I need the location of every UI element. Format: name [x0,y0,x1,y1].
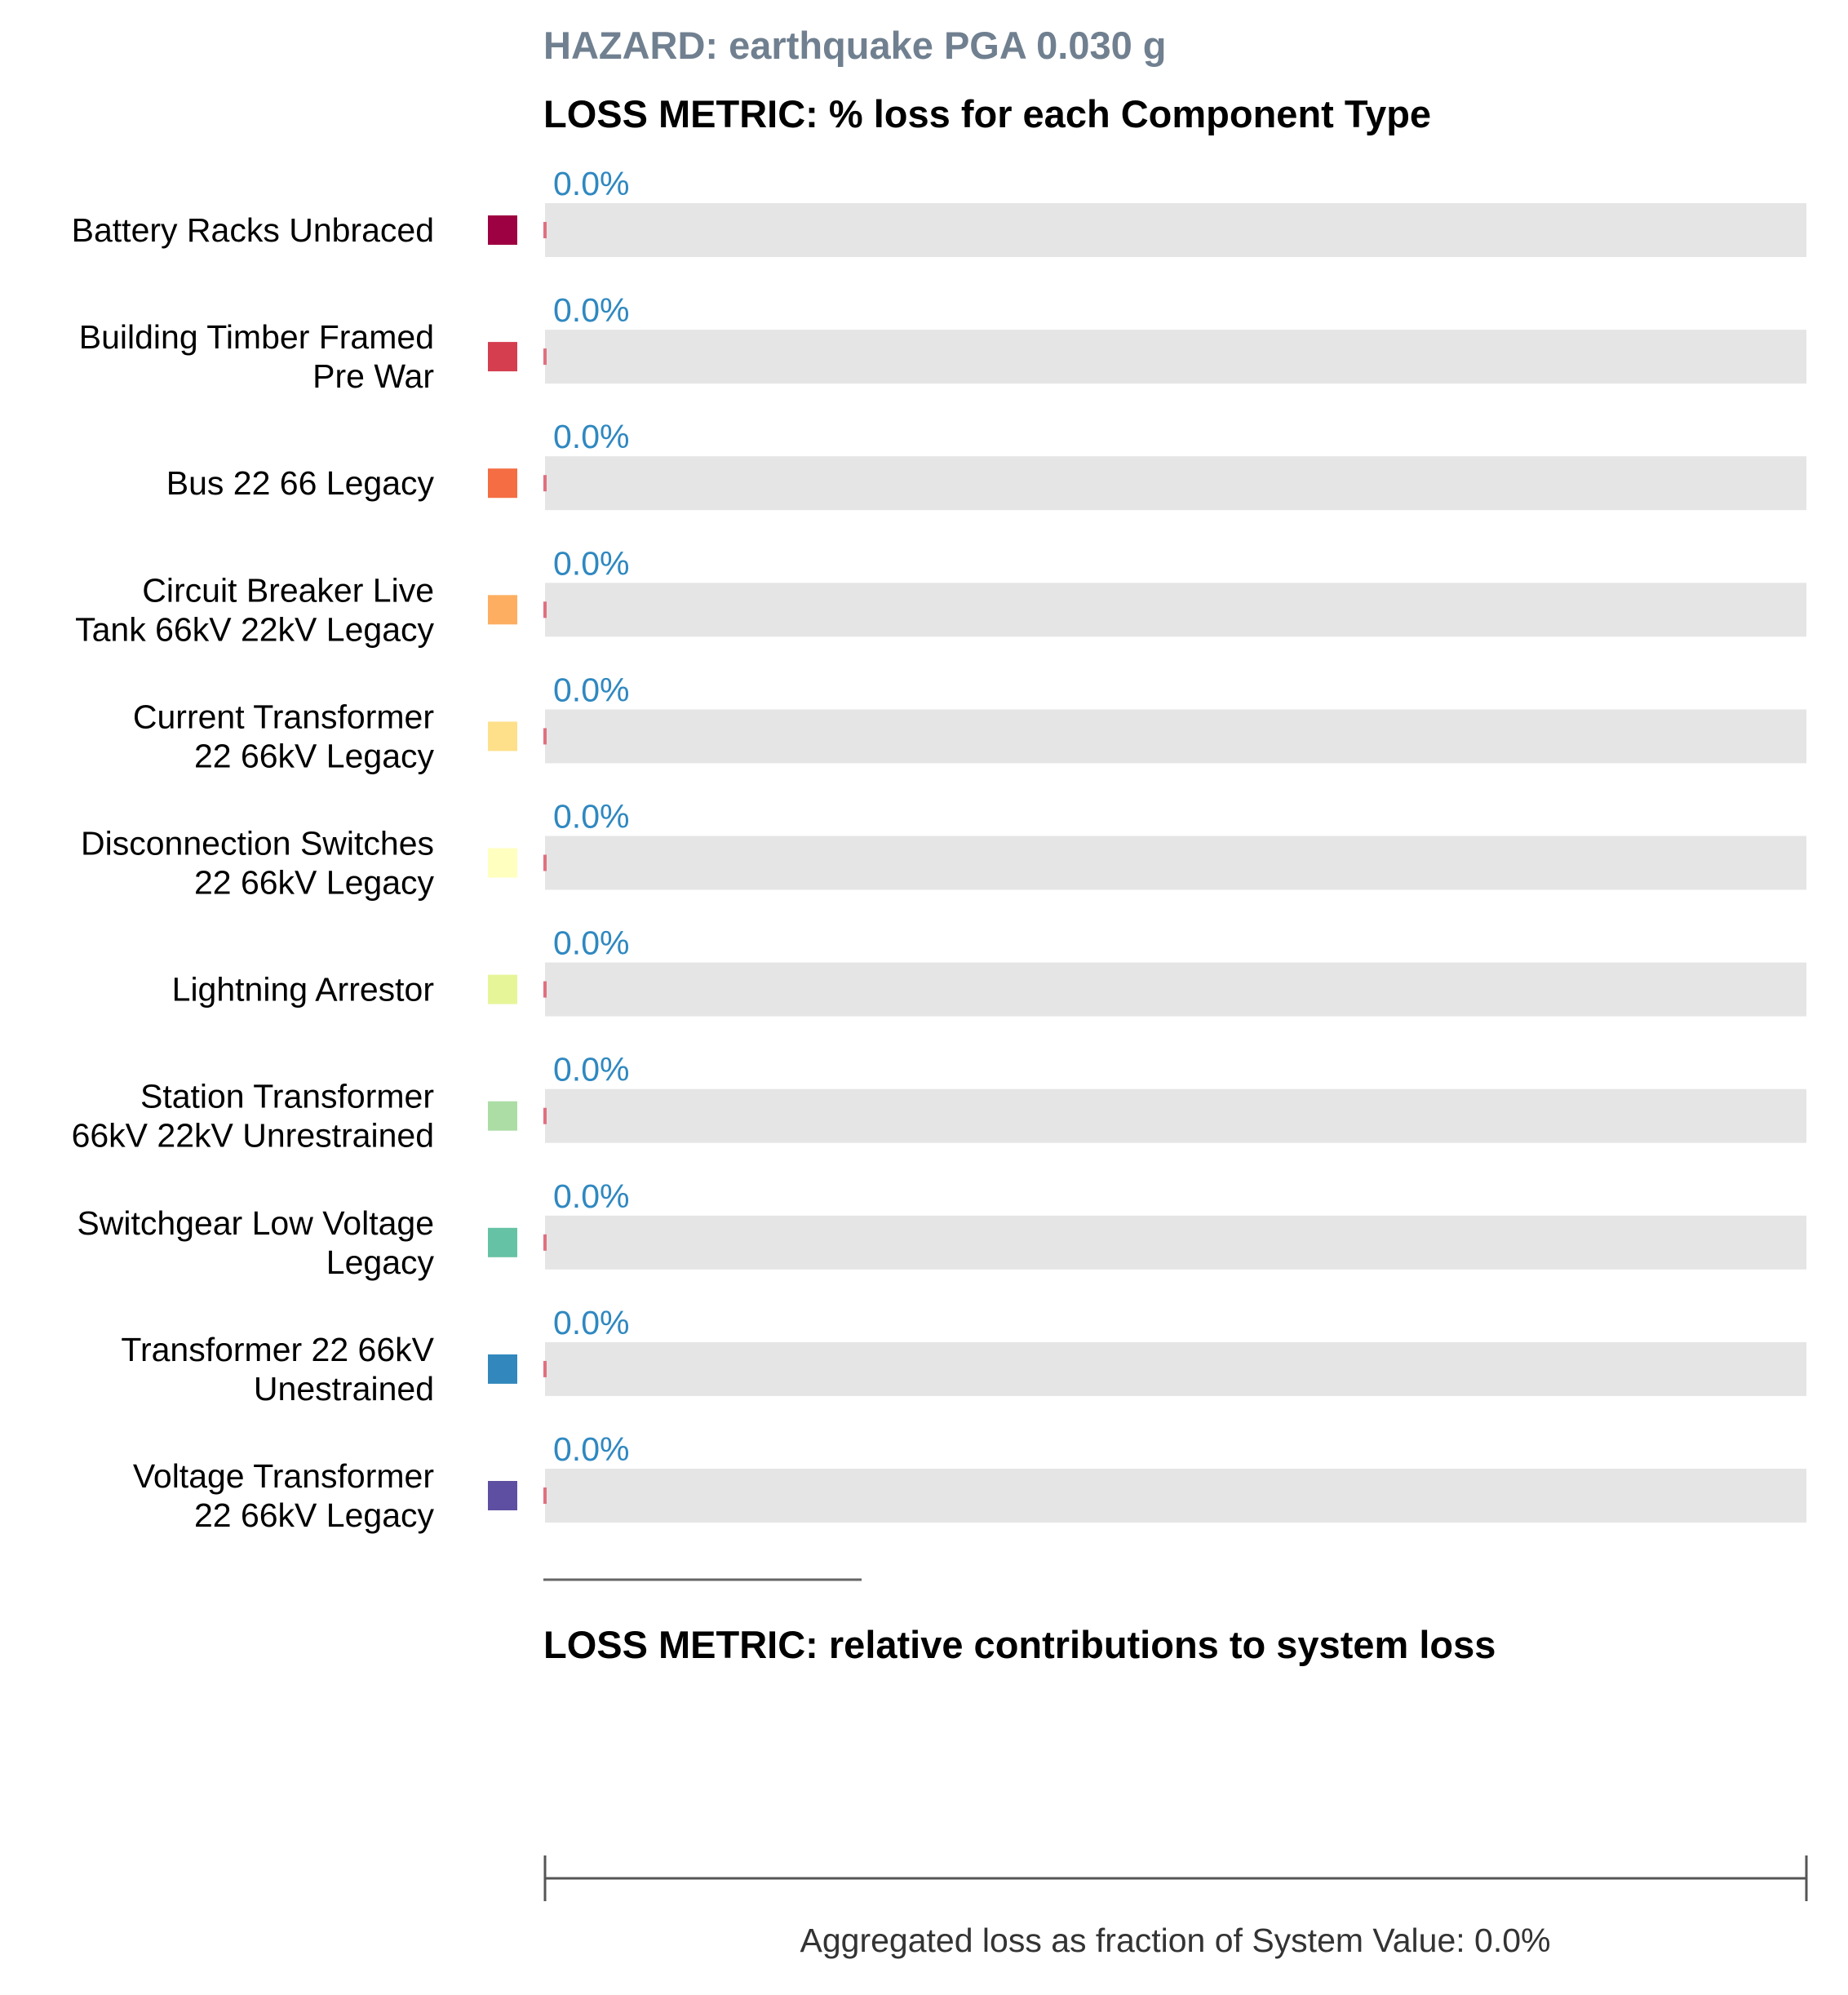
bar-track [545,203,1806,257]
component-loss-title: LOSS METRIC: % loss for each Component T… [543,92,1432,135]
value-label: 0.0% [553,544,629,582]
legend-swatch [488,1354,517,1384]
system-loss-title: LOSS METRIC: relative contributions to s… [543,1623,1496,1666]
value-label: 0.0% [553,165,629,202]
legend-swatch [488,1481,517,1510]
bar-track [545,1469,1806,1523]
aggregated-loss-label: Aggregated loss as fraction of System Va… [800,1922,1551,1959]
bar [543,1487,547,1504]
bar-track [545,1215,1806,1270]
category-label: Transformer 22 66kV [121,1331,434,1368]
category-label: Bus 22 66 Legacy [166,464,435,502]
category-label: Legacy [326,1244,435,1281]
category-label: Building Timber Framed [79,318,434,356]
category-label: Unestrained [254,1370,434,1408]
bar [543,854,547,871]
category-label: Voltage Transformer [133,1457,434,1495]
bar [543,222,547,238]
category-label: 22 66kV Legacy [194,1496,435,1534]
category-label: Station Transformer [140,1078,434,1115]
legend-swatch [488,468,517,499]
value-label: 0.0% [553,1051,629,1088]
category-label: Battery Racks Unbraced [72,211,434,249]
category-label: 22 66kV Legacy [194,737,435,774]
bar [543,475,547,492]
bar-track [545,330,1806,384]
category-label: 22 66kV Legacy [194,864,435,902]
legend-swatch [488,1227,517,1257]
category-label: Tank 66kV 22kV Legacy [75,610,434,648]
value-label: 0.0% [553,291,629,329]
legend-swatch [488,595,517,625]
value-label: 0.0% [553,671,629,708]
bar-track [545,456,1806,511]
bar-track [545,709,1806,764]
bar [543,1107,547,1124]
legend-swatch [488,215,517,245]
bar-track [545,583,1806,637]
category-label: Circuit Breaker Live [142,571,434,609]
category-label: Pre War [312,357,434,395]
bar [543,601,547,618]
legend-swatch [488,1101,517,1131]
bar [543,348,547,366]
legend-swatch [488,721,517,751]
bar [543,981,547,998]
category-label: Lightning Arrestor [172,971,434,1009]
legend-swatch [488,342,517,372]
bar-track [545,836,1806,890]
bar-track [545,962,1806,1017]
category-label: 66kV 22kV Unrestrained [72,1117,434,1155]
category-label: Switchgear Low Voltage [77,1204,434,1242]
value-label: 0.0% [553,1304,629,1341]
bar-track [545,1088,1806,1143]
value-label: 0.0% [553,1430,629,1468]
hazard-title: HAZARD: earthquake PGA 0.030 g [543,24,1167,67]
category-label: Disconnection Switches [81,825,434,862]
bar-track [545,1341,1806,1396]
value-label: 0.0% [553,798,629,836]
value-label: 0.0% [553,418,629,455]
bar [543,1360,547,1377]
legend-swatch [488,974,517,1004]
value-label: 0.0% [553,924,629,962]
legend-swatch [488,848,517,878]
bar [543,728,547,745]
value-label: 0.0% [553,1177,629,1215]
category-label: Current Transformer [133,698,434,735]
bar [543,1234,547,1251]
